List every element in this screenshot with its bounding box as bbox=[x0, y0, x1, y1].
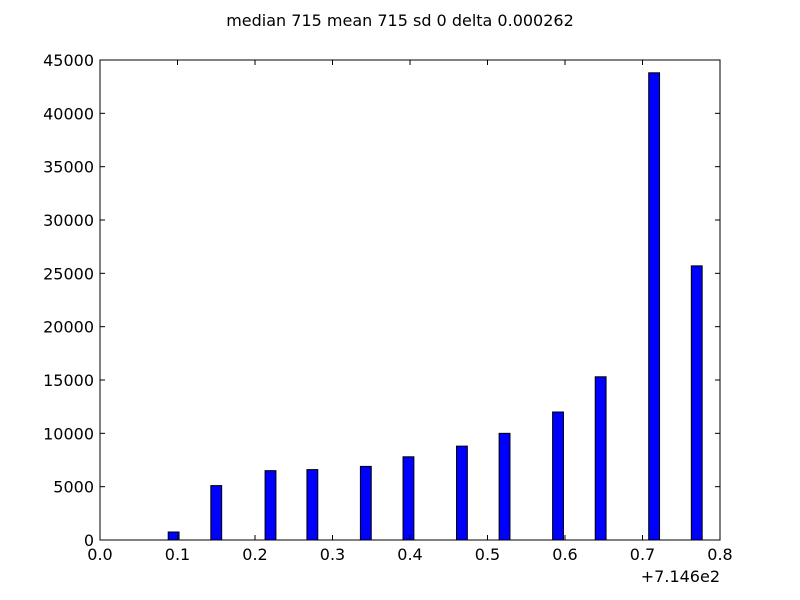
y-tick-label: 25000 bbox=[43, 264, 94, 283]
x-tick-label: 0.2 bbox=[242, 545, 267, 564]
y-tick-label: 5000 bbox=[53, 478, 94, 497]
x-tick-label: 0.5 bbox=[475, 545, 500, 564]
x-tick-label: 0.8 bbox=[707, 545, 732, 564]
histogram-bar bbox=[648, 72, 661, 541]
histogram-bar bbox=[264, 470, 277, 541]
x-axis-offset-label: +7.146e2 bbox=[641, 567, 720, 586]
histogram-bar bbox=[498, 432, 511, 541]
x-tick-label: 0.3 bbox=[320, 545, 345, 564]
x-tick-label: 0.4 bbox=[397, 545, 422, 564]
bars-layer bbox=[167, 72, 703, 541]
ticks-layer: 0.0 0.1 0.2 0.3 0.4 0.5 0.6 0.7 0.8 0 5000 10000 150… bbox=[43, 51, 733, 564]
y-tick-label: 45000 bbox=[43, 51, 94, 70]
y-tick-label: 30000 bbox=[43, 211, 94, 230]
x-tick-label: 0.0 bbox=[87, 545, 112, 564]
y-tick-label: 40000 bbox=[43, 104, 94, 123]
histogram-bar bbox=[402, 456, 415, 541]
y-tick-label: 10000 bbox=[43, 424, 94, 443]
histogram-bar bbox=[456, 445, 468, 541]
y-tick-label: 20000 bbox=[43, 318, 94, 337]
histogram-bar bbox=[210, 485, 223, 541]
histogram-bar bbox=[594, 376, 607, 541]
histogram-bar bbox=[359, 465, 372, 541]
y-tick-label: 0 bbox=[84, 531, 94, 550]
x-tick-label: 0.7 bbox=[630, 545, 655, 564]
x-tick-label: 0.6 bbox=[552, 545, 577, 564]
y-tick-label: 35000 bbox=[43, 158, 94, 177]
histogram-bar bbox=[306, 469, 319, 541]
y-tick-label: 15000 bbox=[43, 371, 94, 390]
histogram-bar bbox=[552, 411, 564, 541]
x-tick-label: 0.1 bbox=[165, 545, 190, 564]
histogram-bar bbox=[690, 265, 703, 541]
chart-title: median 715 mean 715 sd 0 delta 0.000262 bbox=[226, 11, 574, 30]
